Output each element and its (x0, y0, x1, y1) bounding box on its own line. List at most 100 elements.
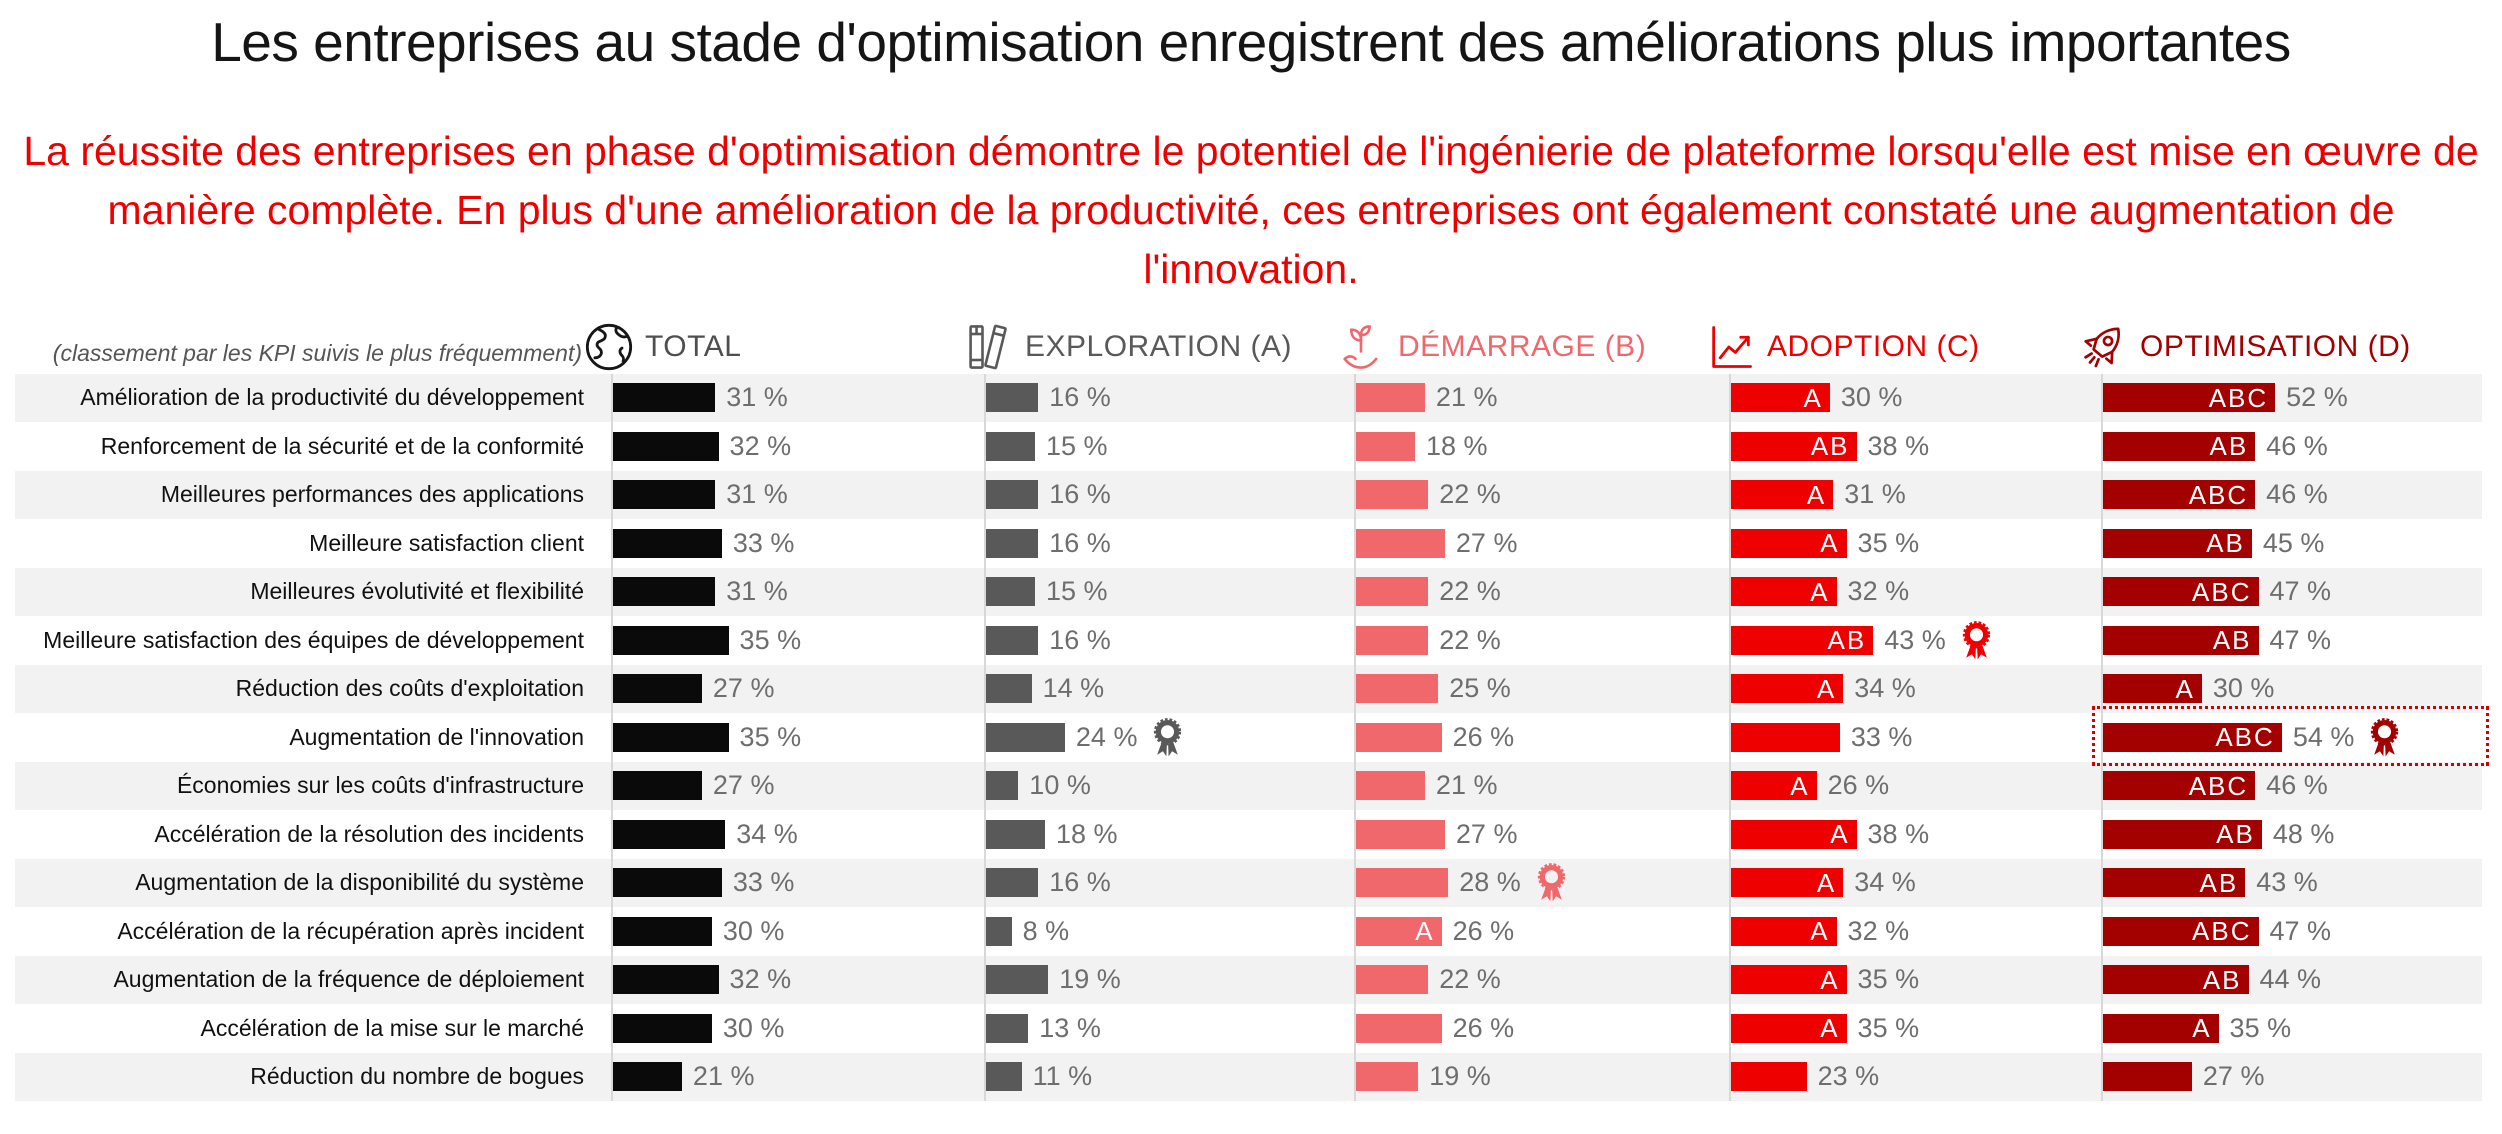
column-header-exploration: EXPLORATION (A) (963, 316, 1292, 378)
table-row: Augmentation de la fréquence de déploiem… (15, 955, 2482, 1005)
bar-adoption: AB (1730, 431, 1857, 462)
bar-optimisation: AB (2102, 431, 2256, 462)
bar-exploration (985, 1013, 1029, 1043)
bar-stage-letters: A (1816, 673, 1837, 704)
bar-value: 11 % (1032, 1061, 1093, 1092)
bar-demarrage (1355, 528, 1445, 558)
bar-total (612, 431, 719, 461)
bar-cell-total: 31 % (612, 374, 788, 423)
bar-exploration (985, 431, 1035, 461)
bar-stage-letters: AB (1810, 431, 1850, 462)
bar-cell-optimisation: ABC 46 % (2102, 471, 2328, 520)
bar-value: 23 % (1817, 1061, 1880, 1092)
bar-optimisation: ABC (2102, 383, 2276, 413)
bar-adoption: A (1730, 965, 1847, 995)
bar-cell-exploration: 18 % (985, 810, 1117, 859)
column-header-label: EXPLORATION (A) (1025, 330, 1292, 363)
row-label: Meilleure satisfaction des équipes de dé… (43, 626, 584, 653)
bar-value: 22 % (1439, 964, 1501, 995)
bar-cell-adoption: A 35 % (1730, 956, 1919, 1005)
bar-total (612, 528, 722, 558)
bar-optimisation: ABC (2102, 722, 2282, 752)
bar-value: 45 % (2262, 527, 2325, 558)
table-row: Accélération de la mise sur le marché 30 … (15, 1004, 2482, 1053)
bar-cell-adoption: A 32 % (1730, 568, 1909, 617)
bar-cell-optimisation: AB 48 % (2102, 810, 2334, 859)
bar-adoption: A (1730, 577, 1837, 607)
bar-demarrage (1355, 1013, 1442, 1043)
bar-total (612, 674, 702, 704)
column-axis-line (984, 373, 986, 1101)
bar-value: 16 % (1049, 624, 1111, 655)
bar-value: 38 % (1867, 818, 1930, 849)
bar-adoption: A (1730, 916, 1837, 946)
bar-stage-letters: A (1803, 382, 1823, 413)
bar-exploration (985, 771, 1019, 801)
bar-value: 33 % (732, 527, 795, 558)
bar-cell-total: 30 % (612, 1004, 784, 1053)
bar-value: 10 % (1029, 770, 1091, 801)
bar-cell-demarrage: 22 % (1355, 568, 1501, 617)
column-header-optimisation: OPTIMISATION (D) (2076, 316, 2411, 378)
bar-stage-letters: A (1820, 1013, 1840, 1044)
award-medal-icon (1537, 863, 1565, 902)
bar-cell-optimisation: A 35 % (2102, 1004, 2291, 1053)
bar-stage-letters: AB (2209, 431, 2249, 462)
bar-cell-demarrage: 27 % (1355, 519, 1517, 568)
bar-stage-letters: A (2192, 1013, 2212, 1044)
bar-cell-adoption: A 35 % (1730, 1004, 1919, 1053)
row-label: Amélioration de la productivité du dével… (80, 384, 584, 411)
bar-optimisation: A (2102, 1013, 2219, 1044)
bar-value: 21 % (1435, 382, 1498, 413)
row-label: Accélération de la mise sur le marché (200, 1014, 585, 1041)
bar-exploration (985, 965, 1049, 995)
bar-stage-letters: A (1830, 819, 1850, 850)
bar-adoption: A (1730, 819, 1857, 850)
column-axis-line (1729, 373, 1731, 1101)
bar-cell-demarrage: 18 % (1355, 422, 1487, 471)
bar-exploration (985, 819, 1045, 849)
bar-value: 31 % (726, 576, 788, 607)
bar-total (612, 771, 702, 801)
bar-cell-demarrage: 22 % (1355, 616, 1501, 665)
bar-stage-letters: AB (2212, 625, 2252, 656)
bar-value: 16 % (1049, 527, 1111, 558)
bar-optimisation: A (2102, 674, 2202, 704)
column-axis-line (611, 373, 613, 1101)
bar-value: 26 % (1452, 1012, 1515, 1043)
bar-value: 15 % (1045, 576, 1108, 607)
subtitle-line-1: La réussite des entreprises en phase d'o… (23, 128, 2479, 174)
bar-stage-letters: AB (2202, 964, 2242, 995)
column-header-total: TOTAL (583, 316, 741, 378)
bar-stage-letters: ABC (2188, 479, 2249, 510)
bar-adoption (1730, 722, 1840, 752)
bar-value: 30 % (1840, 382, 1903, 413)
bar-total (612, 916, 712, 946)
bar-value: 13 % (1039, 1012, 1101, 1043)
bar-total (612, 1013, 712, 1043)
bar-cell-optimisation: AB 44 % (2102, 956, 2321, 1005)
row-label: Réduction des coûts d'exploitation (235, 675, 584, 702)
row-label: Meilleure satisfaction client (309, 529, 584, 556)
bar-stage-letters: AB (2206, 528, 2245, 559)
bar-cell-demarrage: 25 % (1355, 665, 1511, 714)
bar-cell-total: 31 % (612, 568, 788, 617)
bar-cell-optimisation: AB 43 % (2102, 859, 2318, 908)
row-label: Accélération de la résolution des incide… (154, 820, 584, 847)
bar-cell-adoption: A 35 % (1730, 519, 1919, 568)
bar-value: 18 % (1425, 430, 1488, 461)
bar-cell-adoption: AB 38 % (1730, 422, 1929, 471)
bar-cell-optimisation: ABC 54 % (2102, 713, 2401, 762)
bar-demarrage (1355, 965, 1429, 995)
bar-value: 48 % (2272, 818, 2335, 849)
bar-stage-letters: AB (2216, 819, 2255, 850)
column-header-label: TOTAL (645, 330, 742, 363)
bar-value: 34 % (1854, 867, 1916, 898)
bar-exploration (985, 625, 1039, 655)
table-row: Accélération de la résolution des incide… (15, 810, 2482, 859)
award-medal-icon (1962, 620, 1990, 660)
bar-value: 46 % (2266, 479, 2328, 510)
bar-cell-optimisation: AB 45 % (2102, 519, 2324, 568)
bar-value: 30 % (722, 1012, 785, 1043)
table-row: Économies sur les coûts d'infrastructure… (15, 761, 2482, 810)
